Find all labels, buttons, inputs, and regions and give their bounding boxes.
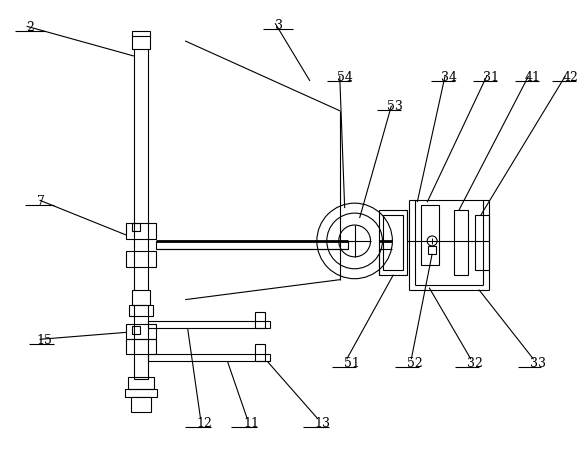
Text: 41: 41 [524, 71, 541, 84]
Text: 53: 53 [387, 100, 403, 113]
Text: 12: 12 [196, 417, 213, 430]
Bar [428, 246, 436, 254]
Bar [421, 205, 439, 265]
Text: 54: 54 [337, 71, 353, 84]
Bar [132, 223, 140, 231]
Text: 3: 3 [275, 19, 283, 32]
Text: 52: 52 [407, 357, 423, 370]
Bar [129, 304, 153, 316]
Bar [131, 397, 151, 412]
Bar [255, 312, 265, 328]
Bar [255, 344, 265, 361]
Text: 31: 31 [483, 71, 499, 84]
Bar [134, 41, 148, 379]
Bar [128, 377, 154, 389]
Text: 51: 51 [344, 357, 360, 370]
Text: 11: 11 [243, 417, 259, 430]
Bar [125, 389, 157, 397]
Bar [126, 325, 156, 339]
Text: 7: 7 [36, 195, 45, 208]
Bar [126, 251, 156, 267]
Bar [156, 241, 347, 249]
Bar [454, 210, 468, 275]
Bar [132, 31, 150, 49]
Bar [132, 326, 140, 334]
Bar [126, 223, 156, 239]
Text: 13: 13 [315, 417, 331, 430]
Bar [380, 210, 407, 275]
Bar [132, 290, 150, 304]
Text: 42: 42 [563, 71, 578, 84]
Text: 32: 32 [467, 357, 483, 370]
Text: 15: 15 [36, 334, 52, 347]
Bar [126, 339, 156, 354]
Bar [148, 354, 270, 361]
Text: 34: 34 [441, 71, 457, 84]
Bar [475, 215, 489, 270]
Bar [383, 215, 403, 270]
Text: 33: 33 [530, 357, 546, 370]
Bar [148, 321, 270, 328]
Text: 2: 2 [26, 21, 35, 34]
